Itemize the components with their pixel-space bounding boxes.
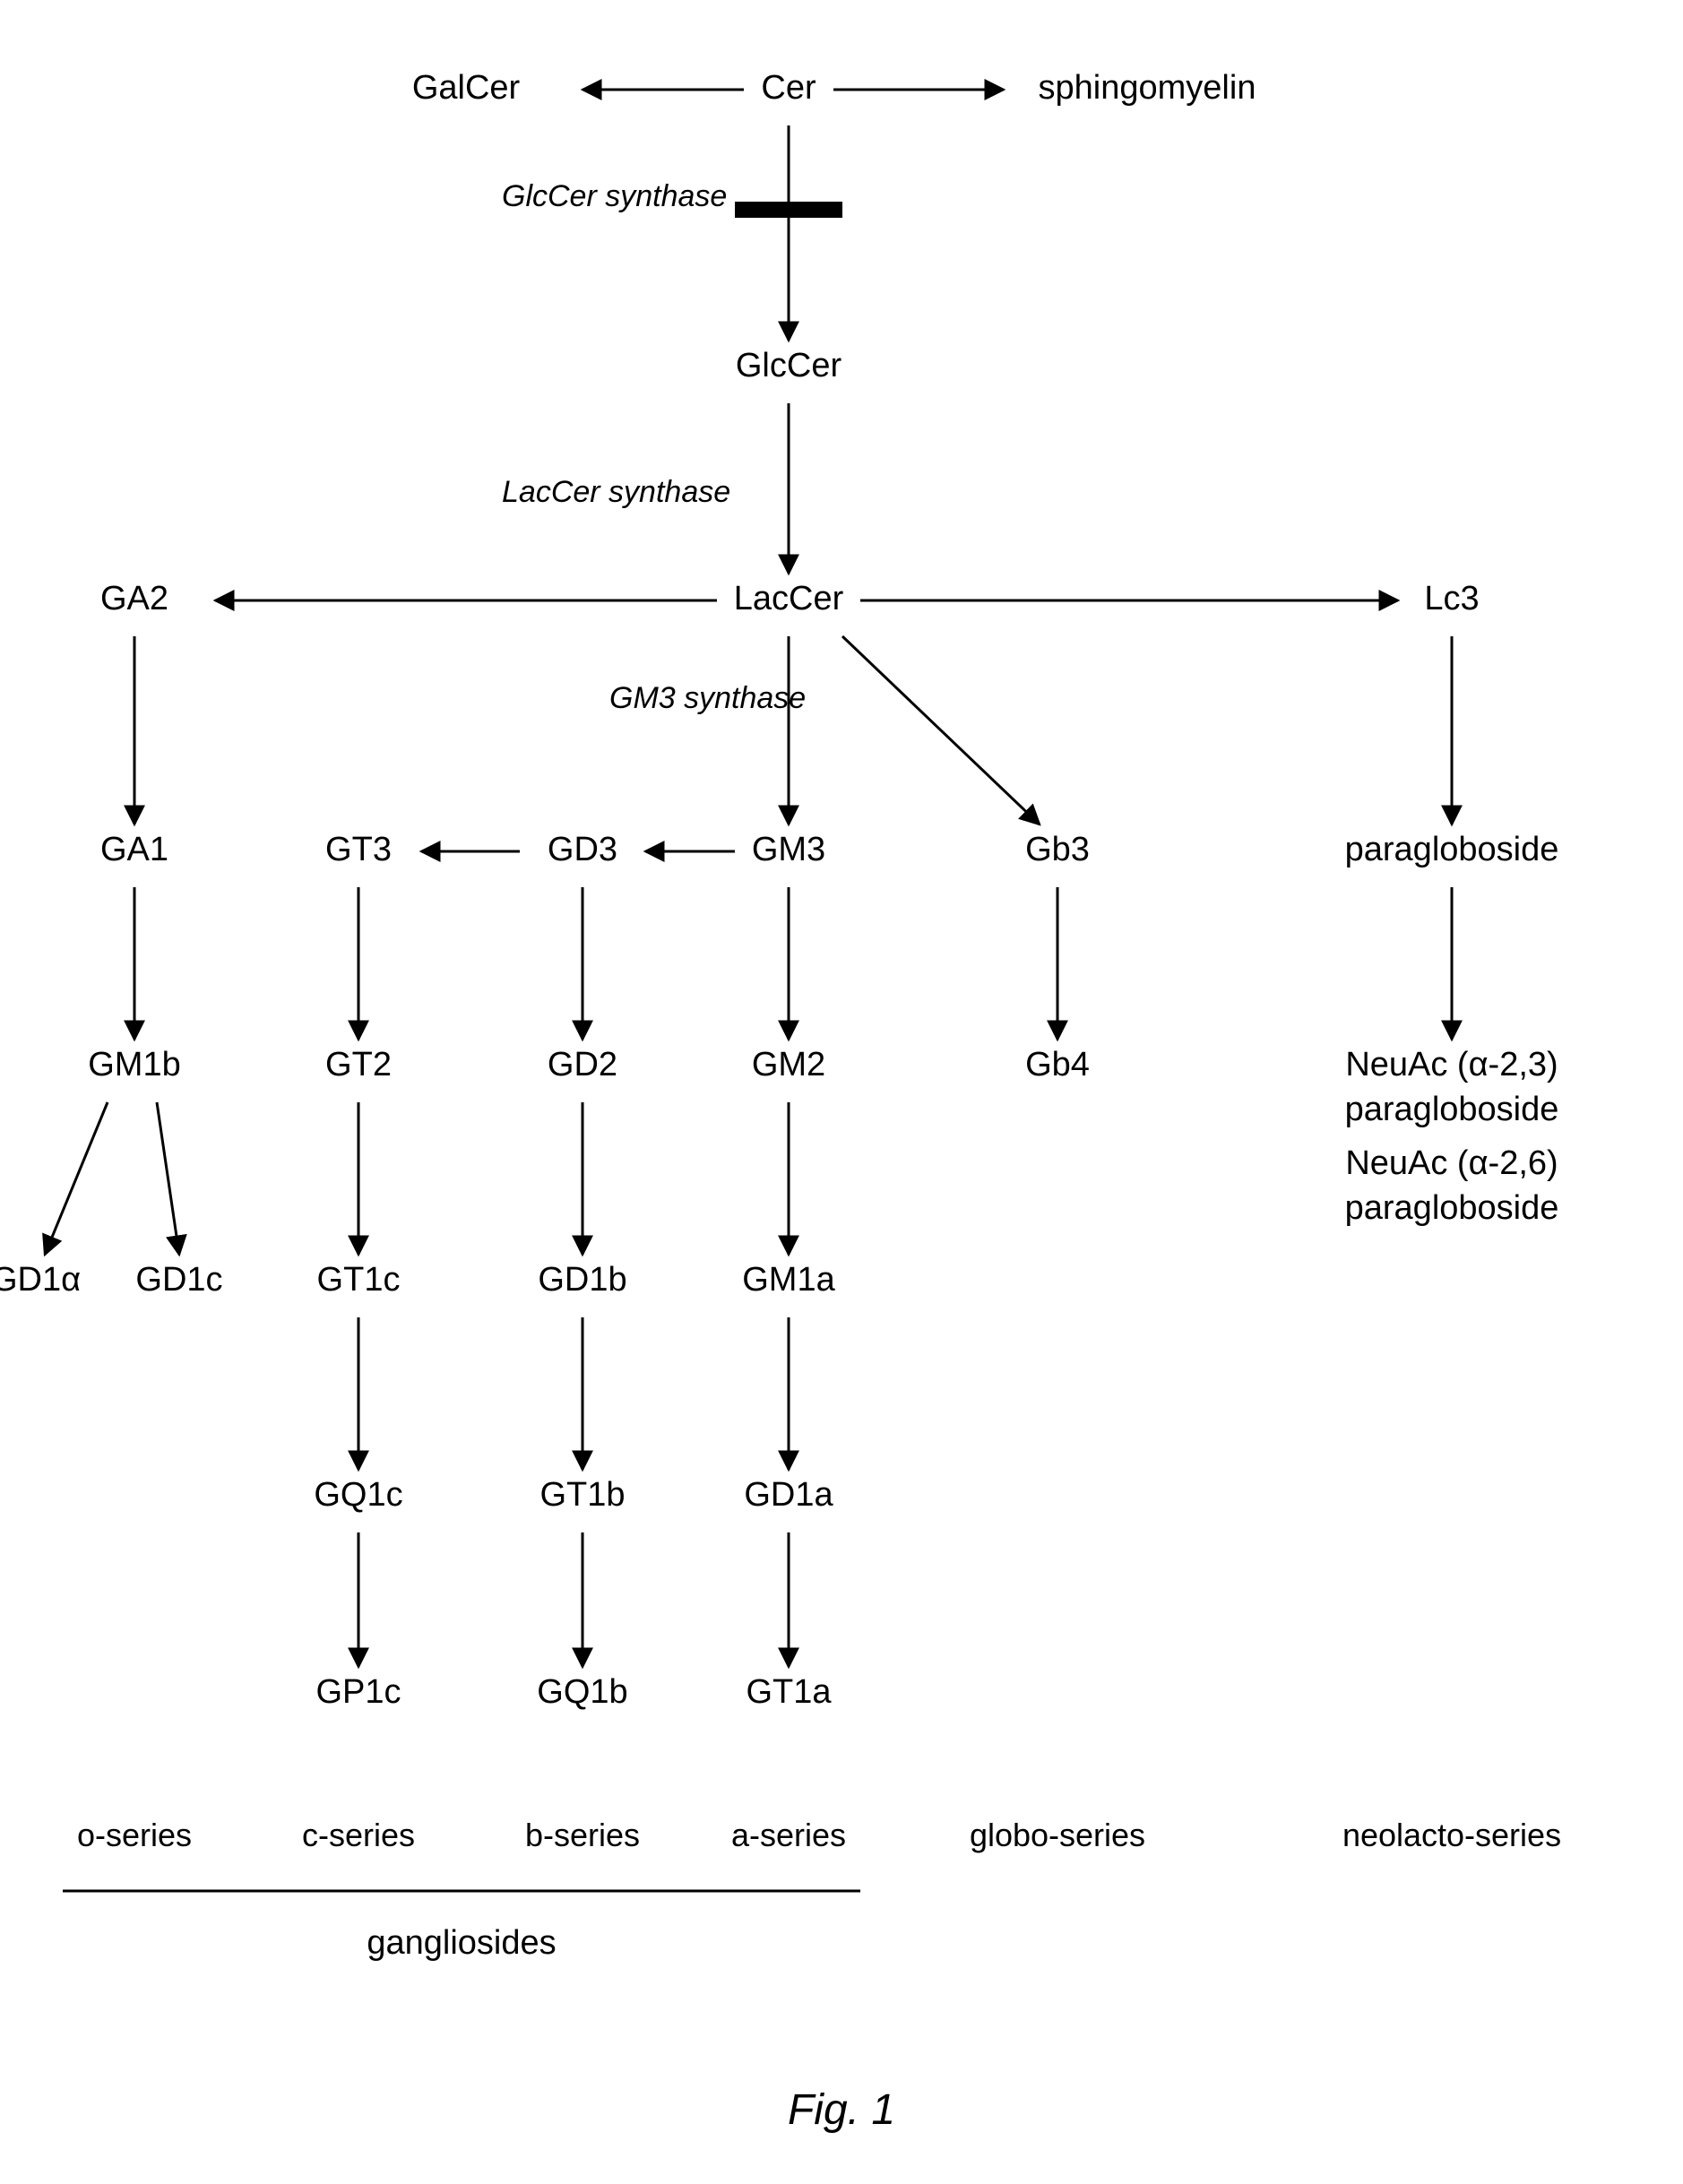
node-GD2: GD2 xyxy=(548,1046,617,1083)
node-GlcCer: GlcCer xyxy=(736,347,842,384)
node-Lc3: Lc3 xyxy=(1424,580,1479,617)
node-GA2: GA2 xyxy=(100,580,168,617)
node-GT3: GT3 xyxy=(325,831,392,868)
series-label-globo: globo-series xyxy=(970,1817,1145,1853)
node-GM2: GM2 xyxy=(752,1046,825,1083)
node-sphingomyelin: sphingomyelin xyxy=(1039,69,1256,107)
series-label-b: b-series xyxy=(525,1817,640,1853)
arrow xyxy=(157,1102,179,1255)
node-NeuAc23: NeuAc (α-2,3) xyxy=(1345,1046,1558,1083)
arrow xyxy=(45,1102,108,1255)
node-LacCer: LacCer xyxy=(734,580,844,617)
node-GM1a: GM1a xyxy=(742,1261,835,1299)
figure-caption: Fig. 1 xyxy=(788,2086,895,2134)
nodes-layer: GalCer Cer sphingomyelin GlcCer LacCer GA2 Lc3… xyxy=(0,69,1558,1711)
node-GA1: GA1 xyxy=(100,831,168,868)
node-GM3: GM3 xyxy=(752,831,825,868)
node-GD1c: GD1c xyxy=(135,1261,222,1299)
node-GT1c: GT1c xyxy=(317,1261,401,1299)
node-NeuAc23b: paragloboside xyxy=(1345,1091,1559,1128)
series-label-c: c-series xyxy=(302,1817,415,1853)
inhibitor-bar xyxy=(735,202,842,218)
series-label-neolacto: neolacto-series xyxy=(1342,1817,1561,1853)
enzyme-labels-layer: GlcCer synthase LacCer synthase GM3 syntha… xyxy=(502,179,806,715)
series-label-a: a-series xyxy=(731,1817,846,1853)
node-GT1a: GT1a xyxy=(746,1673,832,1711)
node-GM1b: GM1b xyxy=(88,1046,180,1083)
series-label-o: o-series xyxy=(77,1817,192,1853)
node-GQ1b: GQ1b xyxy=(537,1673,627,1711)
enzyme-GM3_synthase: GM3 synthase xyxy=(609,681,806,715)
node-NeuAc26: NeuAc (α-2,6) xyxy=(1345,1144,1558,1182)
node-paragloboside: paragloboside xyxy=(1345,831,1559,868)
arrow xyxy=(842,636,1040,824)
node-GD1b: GD1b xyxy=(538,1261,626,1299)
node-GalCer: GalCer xyxy=(412,69,521,107)
enzyme-GlcCer_synthase: GlcCer synthase xyxy=(502,179,727,213)
node-GP1c: GP1c xyxy=(315,1673,401,1711)
node-Cer: Cer xyxy=(761,69,816,107)
pathway-diagram: GalCer Cer sphingomyelin GlcCer LacCer GA2 Lc3… xyxy=(0,0,1683,2184)
node-GT1b: GT1b xyxy=(539,1476,625,1514)
node-GT2: GT2 xyxy=(325,1046,392,1083)
node-GD1a: GD1a xyxy=(744,1476,833,1514)
node-GD1a_: GD1α xyxy=(0,1261,81,1299)
gangliosides-label: gangliosides xyxy=(367,1924,556,1962)
arrows-layer xyxy=(45,90,1452,1667)
series-labels-layer: o-series c-series b-series a-series globo-se… xyxy=(77,1817,1561,1853)
enzyme-LacCer_synthase: LacCer synthase xyxy=(502,475,730,509)
node-GD3: GD3 xyxy=(548,831,617,868)
node-Gb3: Gb3 xyxy=(1025,831,1090,868)
node-NeuAc26b: paragloboside xyxy=(1345,1189,1559,1227)
node-GQ1c: GQ1c xyxy=(314,1476,402,1514)
node-Gb4: Gb4 xyxy=(1025,1046,1090,1083)
